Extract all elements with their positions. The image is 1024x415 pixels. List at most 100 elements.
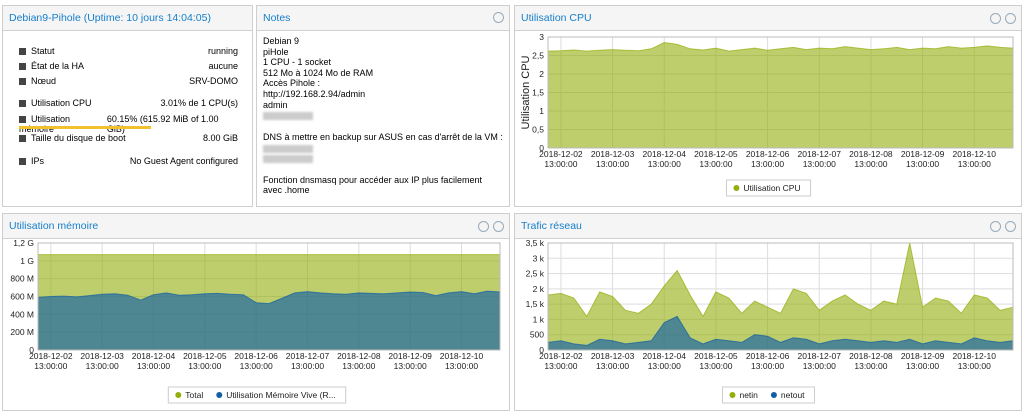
status-row: Nœud SRV-DOMO [19, 76, 238, 88]
x-tick-label: 2018-12-07 13:00:00 [286, 351, 330, 371]
y-tick-label: 1 k [533, 314, 545, 324]
redacted [263, 144, 313, 153]
status-panel: Debian9-Pihole (Uptime: 10 jours 14:04:0… [2, 5, 253, 207]
x-tick-label: 2018-12-10 13:00:00 [953, 149, 997, 169]
panel-title: Utilisation CPU [515, 6, 1021, 31]
y-tick-label: 500 [530, 330, 544, 340]
x-tick-label: 2018-12-03 13:00:00 [591, 149, 635, 169]
panel-title: Trafic réseau [515, 214, 1021, 239]
legend-box [725, 179, 812, 197]
status-row: Utilisation mémoire 60.15% (615.92 MiB of… [19, 114, 238, 134]
y-tick-label: 200 M [10, 327, 34, 337]
label: Taille du disque de boot [31, 133, 126, 143]
y-tick-label: 2,5 k [526, 269, 545, 279]
x-tick-label: 2018-12-02 13:00:00 [29, 351, 73, 371]
status-row: Utilisation CPU 3.01% de 1 CPU(s) [19, 98, 238, 110]
y-tick-label: 2 k [533, 284, 545, 294]
y-tick-label: 3 k [533, 253, 545, 263]
legend-marker [729, 392, 736, 398]
status-row: Statut running [19, 46, 238, 58]
area-line [37, 290, 501, 305]
legend-label: Utilisation Mémoire Vive (R... [226, 390, 335, 400]
value: 60.15% (615.92 MiB of 1.00 GiB) [106, 114, 219, 134]
x-tick-label: 2018-12-09 13:00:00 [388, 351, 432, 371]
y-tick-label: 3 [539, 32, 544, 42]
y-axis-label: Utilisation CPU [520, 55, 532, 129]
note-line: 1 CPU - 1 socket [263, 57, 332, 68]
plot-frame [37, 242, 501, 351]
note-line: http://192.168.2.94/admin [263, 88, 366, 99]
plot-frame [547, 242, 1014, 351]
legend-label: Total [185, 390, 203, 400]
y-tick-label: 1 G [20, 256, 34, 266]
undo-zoom[interactable] [990, 13, 1001, 24]
legend-marker [175, 392, 182, 398]
y-tick-label: 1,5 k [526, 299, 545, 309]
status-row: État de la HA aucune [19, 61, 238, 73]
note-line: DNS à mettre en backup sur ASUS en cas d… [263, 132, 503, 143]
value: aucune [208, 61, 238, 71]
legend: Utilisation CPU [725, 179, 812, 197]
redacted [263, 154, 313, 163]
area-line [547, 315, 1014, 346]
y-tick-label: 1,5 [532, 88, 544, 98]
y-tick-label: 400 M [10, 309, 34, 319]
x-tick-label: 2018-12-10 13:00:00 [440, 351, 484, 371]
note-line: Fonction dnsmasq pour accéder aux IP plu… [263, 174, 482, 185]
legend-marker [216, 392, 223, 398]
value: No Guest Agent configured [129, 156, 238, 166]
x-tick-label: 2018-12-04 13:00:00 [643, 351, 687, 371]
memory-bar [19, 126, 152, 129]
x-tick-label: 2018-12-07 13:00:00 [798, 149, 842, 169]
legend-marker [770, 392, 777, 398]
x-tick-label: 2018-12-04 13:00:00 [132, 351, 176, 371]
x-tick-label: 2018-12-03 13:00:00 [80, 351, 124, 371]
label: Utilisation CPU [31, 98, 92, 108]
panel-title: Utilisation mémoire [3, 214, 509, 239]
x-tick-label: 2018-12-05 13:00:00 [694, 351, 738, 371]
x-tick-label: 2018-12-10 13:00:00 [953, 351, 997, 371]
memory-bar-track [19, 126, 239, 129]
x-tick-label: 2018-12-06 13:00:00 [746, 351, 790, 371]
legend-label: Utilisation CPU [743, 183, 800, 193]
panel-title: Debian9-Pihole (Uptime: 10 jours 14:04:0… [3, 6, 252, 31]
note-line: 512 Mo à 1024 Mo de RAM [263, 67, 374, 78]
label: État de la HA [31, 61, 85, 71]
label: Statut [31, 46, 55, 56]
undo-zoom[interactable] [478, 221, 489, 232]
area-line [547, 242, 1014, 318]
notes-panel: Notes Debian 9 piHole 1 CPU - 1 socket 5… [256, 5, 510, 207]
x-tick-label: 2018-12-07 13:00:00 [798, 351, 842, 371]
notes-body: Debian 9 piHole 1 CPU - 1 socket 512 Mo … [263, 36, 503, 196]
y-tick-label: 800 M [10, 274, 34, 284]
y-tick-label: 2 [539, 69, 544, 79]
redacted [263, 112, 313, 121]
timeframe[interactable] [493, 221, 504, 232]
x-tick-label: 2018-12-03 13:00:00 [591, 351, 635, 371]
timeframe[interactable] [1005, 221, 1016, 232]
value: 8.00 GiB [202, 133, 238, 143]
settings-button[interactable] [493, 12, 504, 23]
area-fill [548, 243, 1013, 350]
legend-label: netout [781, 390, 805, 400]
area-fill [548, 316, 1013, 350]
legend-marker [733, 185, 740, 191]
panel-title: Notes [257, 6, 509, 31]
x-tick-label: 2018-12-04 13:00:00 [643, 149, 687, 169]
x-tick-label: 2018-12-02 13:00:00 [539, 351, 583, 371]
area-line [547, 41, 1014, 52]
legend-box [167, 386, 347, 404]
area-fill [38, 291, 500, 350]
value: 3.01% de 1 CPU(s) [160, 98, 238, 108]
timeframe[interactable] [1005, 13, 1016, 24]
y-tick-label: 0 [539, 345, 544, 355]
plot-frame [547, 36, 1014, 149]
note-line: avec .home [263, 185, 310, 196]
y-tick-label: 1,2 G [13, 238, 34, 248]
y-tick-label: 2,5 [532, 51, 544, 61]
y-tick-label: 600 M [10, 292, 34, 302]
undo-zoom[interactable] [990, 221, 1001, 232]
area-fill [548, 42, 1013, 148]
